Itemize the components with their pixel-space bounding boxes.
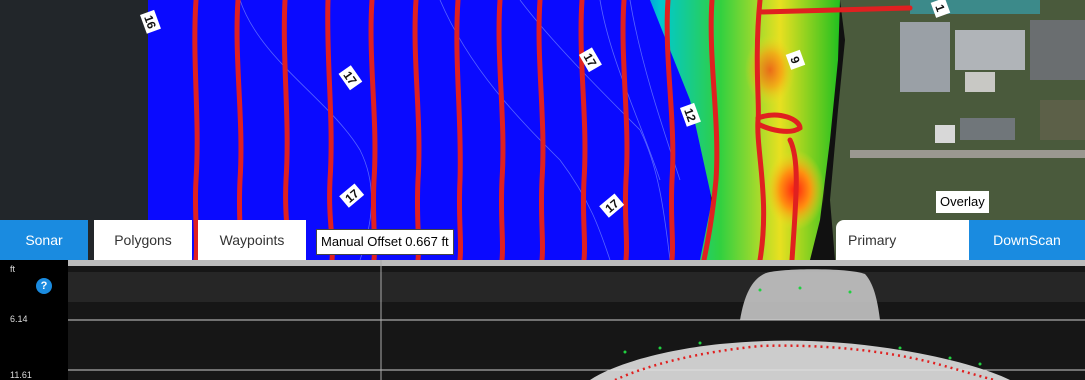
contour-label: 16 — [140, 9, 161, 34]
contour-label: 17 — [599, 193, 625, 218]
svg-text:16: 16 — [141, 13, 159, 31]
depth-unit-label: ft — [10, 264, 16, 274]
manual-offset-input[interactable]: Manual Offset 0.667 ft — [316, 229, 454, 255]
contour-label: 17 — [578, 47, 602, 73]
overlay-toggle[interactable]: Overlay — [936, 191, 989, 213]
tab-polygons[interactable]: Polygons — [94, 220, 192, 260]
map-view[interactable]: 16 17 17 17 17 12 — [0, 0, 1085, 260]
contour-label: 9 — [785, 49, 806, 70]
depth-label: 6.14 — [10, 314, 28, 324]
tab-waypoints[interactable]: Waypoints — [198, 220, 306, 260]
svg-text:17: 17 — [581, 51, 600, 70]
contour-label: 17 — [339, 183, 365, 208]
svg-text:12: 12 — [681, 106, 699, 124]
depth-label: 11.61 — [10, 370, 32, 380]
sonar-view[interactable]: ft 6.14 11.61 — [0, 260, 1085, 380]
tab-sonar[interactable]: Sonar — [0, 220, 88, 260]
contour-label: 1 — [930, 0, 951, 18]
downscan-view-button[interactable]: DownScan — [969, 220, 1085, 260]
contour-label: 17 — [338, 65, 363, 91]
svg-text:1: 1 — [932, 2, 948, 13]
svg-text:9: 9 — [787, 54, 803, 65]
primary-view-button[interactable]: Primary — [836, 220, 969, 260]
contour-label: 12 — [680, 102, 701, 127]
help-icon[interactable]: ? — [36, 278, 52, 294]
